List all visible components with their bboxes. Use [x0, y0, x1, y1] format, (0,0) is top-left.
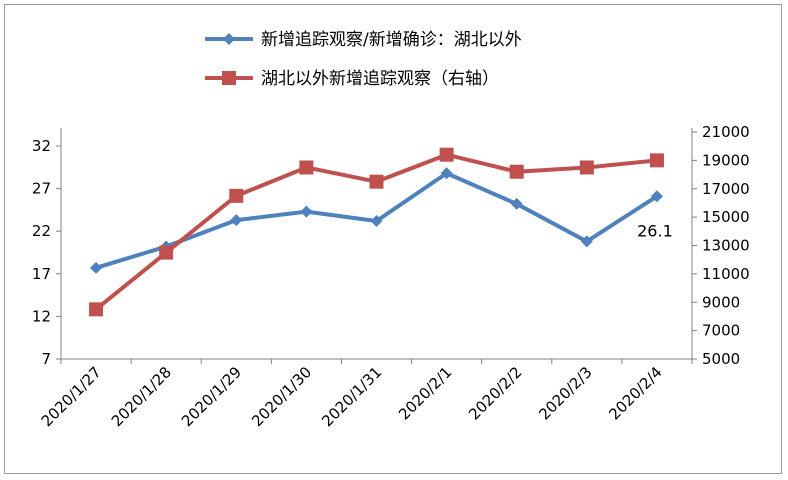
series-layer — [89, 147, 664, 317]
data-labels: 26.1 — [637, 221, 673, 240]
left-tick-label: 12 — [32, 307, 51, 325]
left-tick-label: 22 — [32, 222, 51, 240]
series-2-point — [439, 147, 454, 162]
legend-marker-diamond — [223, 33, 235, 45]
data-label: 26.1 — [637, 221, 673, 240]
legend-marker-square — [222, 71, 236, 85]
series-2-point — [649, 153, 664, 168]
legend-entry-1: 新增追踪观察/新增确诊：湖北以外 — [261, 30, 522, 50]
x-tick-label: 2020/1/28 — [108, 363, 175, 430]
series-2-point — [509, 164, 524, 179]
right-tick-label: 5000 — [702, 350, 740, 368]
series-1-point — [440, 167, 453, 180]
series-1-point — [90, 261, 103, 274]
x-tick-label: 2020/1/29 — [178, 363, 245, 430]
right-tick-label: 7000 — [702, 322, 740, 340]
left-tick-label: 17 — [32, 265, 51, 283]
x-tick-label: 2020/1/30 — [248, 363, 315, 430]
x-tick-label: 2020/1/31 — [318, 363, 385, 430]
series-2-point — [299, 160, 314, 175]
x-tick-label: 2020/2/1 — [395, 363, 455, 423]
legend-entry-2: 湖北以外新增追踪观察（右轴） — [261, 69, 499, 89]
x-tick-label: 2020/2/4 — [605, 363, 665, 423]
series-2-point — [159, 245, 174, 260]
right-tick-label: 21000 — [702, 123, 750, 141]
right-tick-label: 15000 — [702, 208, 750, 226]
series-2-point — [89, 302, 104, 317]
chart-frame: 新增追踪观察/新增确诊：湖北以外 湖北以外新增追踪观察（右轴） 7 12 17 22 27… — [4, 4, 782, 474]
left-tick-label: 27 — [32, 180, 51, 198]
series-1-point — [230, 214, 243, 227]
right-tick-label: 11000 — [702, 265, 750, 283]
series-1-point — [580, 235, 593, 248]
series-2-point — [579, 160, 594, 175]
right-tick-label: 9000 — [702, 293, 740, 311]
right-tick-label: 19000 — [702, 151, 750, 169]
x-tick-label: 2020/2/2 — [465, 363, 525, 423]
x-tick-label: 2020/1/27 — [38, 363, 105, 430]
series-1-point — [300, 205, 313, 218]
series-1-point — [650, 190, 663, 203]
series-1-point — [370, 214, 383, 227]
right-tick-label: 13000 — [702, 237, 750, 255]
x-tick-label: 2020/2/3 — [535, 363, 595, 423]
left-tick-label: 32 — [32, 137, 51, 155]
series-2-point — [229, 188, 244, 203]
left-tick-label: 7 — [41, 350, 51, 368]
series-1-point — [510, 197, 523, 210]
series-2-point — [369, 174, 384, 189]
right-tick-label: 17000 — [702, 180, 750, 198]
